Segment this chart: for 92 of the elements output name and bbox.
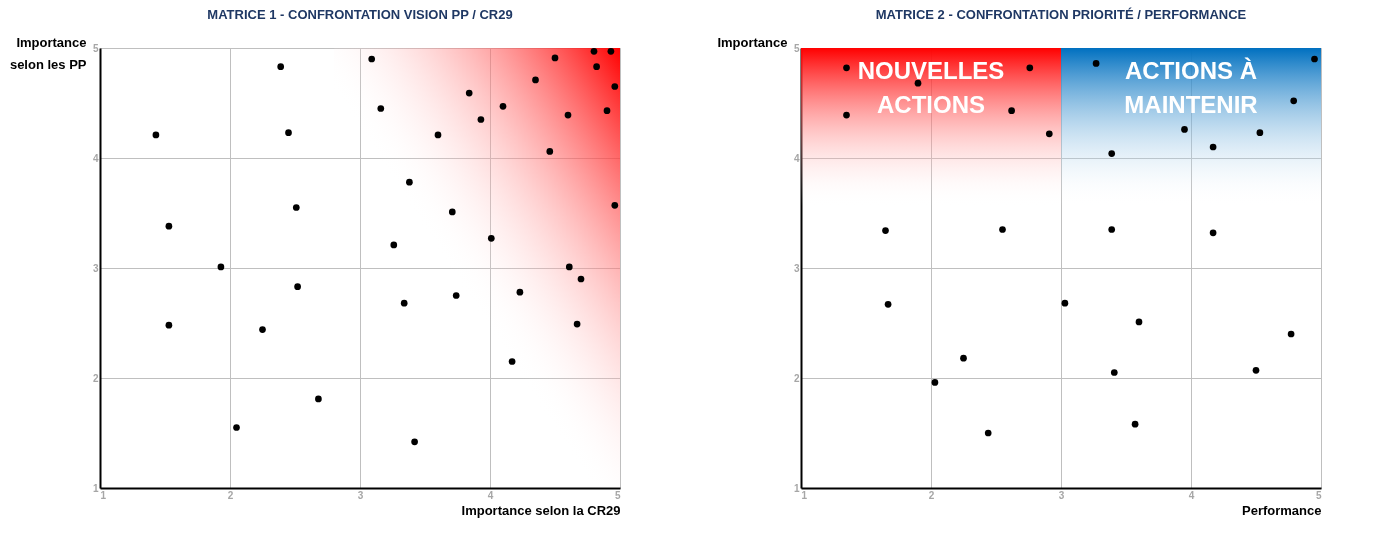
point	[165, 321, 173, 329]
point	[390, 241, 398, 249]
point	[1026, 64, 1034, 72]
point	[434, 131, 442, 139]
point	[884, 300, 892, 308]
band-label: ACTIONS À MAINTENIR	[1124, 57, 1258, 118]
point	[882, 227, 889, 234]
point	[294, 283, 301, 291]
point	[590, 47, 598, 55]
y-tick-label: 2	[92, 372, 99, 384]
point	[843, 111, 850, 119]
point	[565, 263, 573, 271]
point	[577, 275, 585, 283]
point	[1131, 420, 1139, 428]
point	[914, 79, 922, 87]
point	[477, 116, 485, 123]
point	[593, 63, 600, 71]
point	[508, 358, 516, 365]
point	[551, 54, 559, 62]
point	[152, 131, 160, 139]
point	[1045, 130, 1053, 138]
point	[1209, 229, 1217, 237]
point	[931, 379, 939, 386]
point	[999, 226, 1006, 233]
point	[607, 47, 615, 55]
point	[1108, 226, 1116, 233]
point	[165, 222, 173, 230]
x-axis-title: Importance selon la CR29	[461, 502, 621, 518]
point	[1209, 143, 1217, 151]
point	[285, 129, 292, 137]
point	[1287, 330, 1295, 338]
point	[217, 263, 225, 271]
point	[1108, 150, 1116, 157]
point	[233, 424, 240, 431]
y-tick-label: 4	[92, 152, 99, 164]
point	[564, 111, 572, 119]
x-tick-label: 1	[801, 489, 808, 501]
x-axis-title: Performance	[1242, 502, 1322, 518]
x-tick-label: 1	[100, 489, 107, 501]
y-tick-label: 3	[92, 262, 99, 274]
point	[516, 288, 524, 296]
x-tick-label: 2	[227, 489, 234, 501]
y-tick-label: 5	[793, 42, 800, 54]
point	[1181, 126, 1188, 133]
band-label: NOUVELLES ACTIONS	[857, 57, 1005, 118]
point	[1061, 299, 1069, 307]
point	[546, 148, 554, 155]
point	[603, 107, 611, 115]
point	[611, 201, 619, 209]
y-axis-title: Importance	[717, 34, 788, 50]
point	[368, 55, 376, 63]
point	[1256, 129, 1264, 137]
point	[843, 64, 850, 72]
point	[1135, 318, 1143, 326]
point	[277, 63, 285, 71]
point	[499, 102, 507, 110]
point	[1290, 97, 1298, 105]
point	[1092, 60, 1100, 67]
point	[1110, 369, 1118, 376]
x-tick-label: 4	[487, 489, 494, 501]
y-axis-title: Importance selon les PP	[9, 34, 87, 72]
y-tick-label: 3	[793, 262, 800, 274]
point	[452, 292, 460, 299]
point	[487, 234, 495, 242]
y-tick-label: 5	[92, 42, 99, 54]
point	[465, 89, 473, 97]
point	[960, 354, 967, 362]
y-tick-label: 4	[793, 152, 800, 164]
chart-title: MATRICE 2 - CONFRONTATION PRIORITÉ / PERFORMANCE	[875, 7, 1247, 22]
point	[532, 76, 539, 84]
point	[611, 83, 619, 90]
point	[411, 438, 418, 446]
point	[448, 208, 456, 216]
point	[984, 429, 992, 437]
point	[259, 326, 266, 333]
x-tick-label: 2	[928, 489, 935, 501]
x-tick-label: 3	[1058, 489, 1065, 501]
point	[1252, 366, 1260, 374]
x-tick-label: 4	[1188, 489, 1195, 501]
point	[315, 395, 322, 403]
point	[400, 299, 408, 307]
point	[1311, 55, 1318, 63]
point	[573, 320, 581, 328]
point	[406, 178, 413, 186]
x-tick-label: 3	[357, 489, 364, 501]
point	[377, 105, 385, 112]
x-tick-label: 5	[1315, 489, 1322, 501]
y-tick-label: 2	[793, 372, 800, 384]
point	[292, 204, 300, 211]
chart-title: MATRICE 1 - CONFRONTATION VISION PP / CR29	[207, 7, 513, 22]
x-tick-label: 5	[614, 489, 621, 501]
point	[1008, 107, 1015, 115]
